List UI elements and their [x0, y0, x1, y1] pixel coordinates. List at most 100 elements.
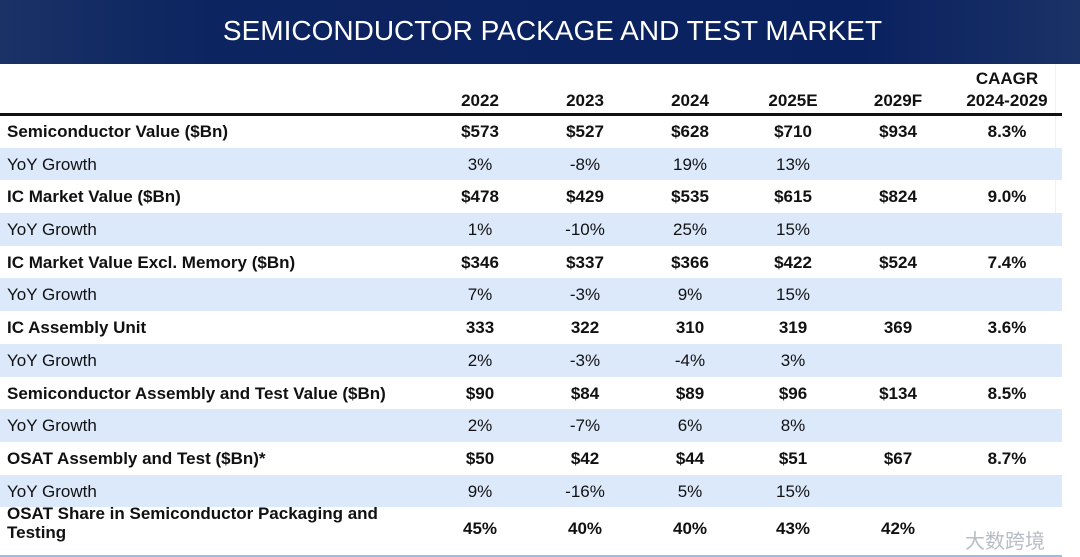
data-table: Semiconductor Value ($Bn) $573 $527 $628 $71…: [0, 115, 1062, 557]
cell-value: 15%: [775, 285, 811, 305]
table-row: YoY Growth 2% -7% 6% 8%: [0, 409, 1062, 442]
cell-value: 13%: [775, 154, 811, 174]
col-header: 2024: [671, 91, 709, 110]
row-label: YoY Growth: [7, 220, 97, 240]
table-row: YoY Growth 9% -16% 5% 15%: [0, 474, 1062, 508]
cell-value: 5%: [677, 481, 703, 501]
row-label: YoY Growth: [7, 154, 97, 174]
cell-value: $96: [778, 383, 808, 403]
cell-value: $615: [774, 187, 812, 207]
table-row: YoY Growth 1% -10% 25% 15%: [0, 213, 1062, 246]
cell-value: $42: [570, 448, 600, 468]
cell-value: -8%: [569, 154, 601, 174]
cell-value: $527: [566, 122, 604, 141]
cell-value: 369: [883, 318, 913, 338]
cell-value: 45%: [462, 519, 498, 539]
cell-value: 7%: [467, 285, 493, 305]
col-header-caagr: CAAGR: [975, 69, 1039, 88]
watermark: 大数跨境: [965, 531, 1045, 553]
cell-value: $67: [883, 448, 913, 468]
row-label: YoY Growth: [7, 416, 97, 436]
cell-value: 19%: [672, 154, 708, 174]
table-row: IC Assembly Unit 333 322 310 319 369 3.6%: [0, 311, 1062, 344]
cell-value: $628: [671, 122, 709, 141]
cell-value: 8.3%: [987, 122, 1027, 141]
row-label: IC Market Value ($Bn): [7, 187, 181, 207]
table-header: 2022 2023 2024 2025E 2029F CAAGR 2024-20…: [0, 68, 1062, 116]
cell-value: $134: [879, 383, 917, 403]
row-label: OSAT Assembly and Test ($Bn)*: [7, 448, 266, 468]
table-row: OSAT Share in Semiconductor Packaging an…: [0, 504, 1062, 557]
cell-value: 3.6%: [987, 318, 1027, 338]
cell-value: 9.0%: [987, 187, 1027, 207]
cell-value: 9%: [467, 481, 493, 501]
cell-value: 319: [778, 318, 808, 338]
title-banner: SEMICONDUCTOR PACKAGE AND TEST MARKET: [0, 0, 1080, 64]
cell-value: $824: [879, 187, 917, 207]
cell-value: 6%: [677, 416, 703, 436]
cell-value: $51: [778, 448, 808, 468]
col-header: 2025E: [768, 91, 818, 110]
cell-value: 15%: [775, 481, 811, 501]
cell-value: 25%: [672, 220, 708, 240]
table-row: YoY Growth 3% -8% 19% 13%: [0, 147, 1062, 181]
cell-value: $50: [465, 448, 495, 468]
cell-value: -3%: [569, 285, 601, 305]
cell-value: 333: [465, 318, 495, 338]
cell-value: $422: [774, 252, 812, 272]
col-header: 2022: [461, 91, 499, 110]
row-label: YoY Growth: [7, 350, 97, 370]
cell-value: 8.7%: [987, 448, 1027, 468]
page-title: SEMICONDUCTOR PACKAGE AND TEST MARKET: [222, 15, 883, 46]
cell-value: 40%: [567, 519, 603, 539]
cell-value: -10%: [565, 220, 605, 240]
row-label: Semiconductor Value ($Bn): [7, 122, 229, 141]
cell-value: $44: [675, 448, 705, 468]
cell-value: $573: [461, 122, 499, 141]
col-header: 2029F: [873, 91, 923, 110]
table-row: Semiconductor Assembly and Test Value ($…: [0, 377, 1062, 410]
cell-value: $90: [465, 383, 495, 403]
table-row: YoY Growth 2% -3% -4% 3%: [0, 343, 1062, 377]
cell-value: $84: [570, 383, 600, 403]
cell-value: 15%: [775, 220, 811, 240]
cell-value: 9%: [677, 285, 703, 305]
cell-value: $535: [671, 187, 709, 207]
col-header-caagr-period: 2024-2029: [966, 91, 1048, 110]
cell-value: -4%: [674, 350, 706, 370]
row-label: IC Assembly Unit: [7, 318, 147, 338]
cell-value: 8.5%: [987, 383, 1027, 403]
cell-value: $934: [879, 122, 917, 141]
cell-value: $478: [461, 187, 499, 207]
row-label: Semiconductor Assembly and Test Value ($…: [7, 383, 386, 403]
cell-value: 3%: [467, 154, 493, 174]
cell-value: 2%: [467, 416, 493, 436]
cell-value: $346: [461, 252, 499, 272]
cell-value: 40%: [672, 519, 708, 539]
cell-value: -16%: [565, 481, 605, 501]
cell-value: $710: [774, 122, 812, 141]
cell-value: $366: [671, 252, 709, 272]
cell-value: -7%: [569, 416, 601, 436]
table-row: IC Market Value ($Bn) $478 $429 $535 $615 $82…: [0, 180, 1062, 213]
cell-value: 3%: [780, 350, 806, 370]
cell-value: 42%: [880, 519, 916, 539]
cell-value: $429: [566, 187, 604, 207]
cell-value: $524: [879, 252, 917, 272]
cell-value: 43%: [775, 519, 811, 539]
cell-value: $337: [566, 252, 604, 272]
table-row: IC Market Value Excl. Memory ($Bn) $346 $3…: [0, 246, 1062, 279]
cell-value: 2%: [467, 350, 493, 370]
row-label: OSAT Share in Semiconductor Packaging an…: [7, 504, 378, 543]
cell-value: 8%: [780, 416, 806, 436]
col-header: 2023: [566, 91, 604, 110]
row-label: YoY Growth: [7, 481, 97, 501]
cell-value: 310: [675, 318, 705, 338]
cell-value: 1%: [467, 220, 493, 240]
row-label: YoY Growth: [7, 285, 97, 305]
table-row: Semiconductor Value ($Bn) $573 $527 $628 $71…: [0, 115, 1062, 148]
table-row: OSAT Assembly and Test ($Bn)* $50 $42 $44 $5…: [0, 442, 1062, 475]
table-row: YoY Growth 7% -3% 9% 15%: [0, 278, 1062, 312]
cell-value: 7.4%: [987, 252, 1027, 272]
cell-value: 322: [570, 318, 600, 338]
